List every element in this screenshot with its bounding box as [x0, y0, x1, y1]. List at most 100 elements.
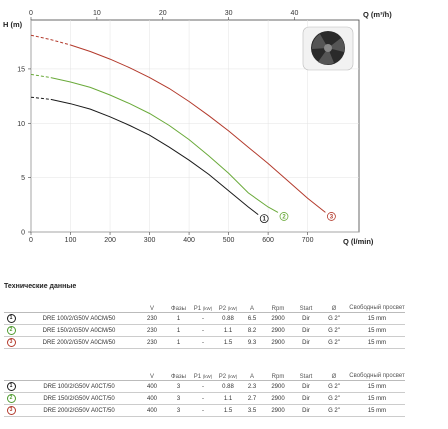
specs-title: Технические данные: [4, 283, 77, 290]
model-name: DRE 200/2/G50V A0CM/50: [18, 336, 138, 349]
p2-value: 0.88: [215, 312, 241, 325]
start-type: Dir: [293, 312, 319, 325]
curve-1-end-badge: [259, 214, 269, 224]
specs-table-three-phase: V Фазы P1 (kW) P2 (kW) A Rpm Start Ø Сво…: [4, 364, 405, 417]
curve-number-badge: 3: [6, 406, 16, 415]
voltage: 400: [138, 392, 166, 405]
voltage: 230: [138, 312, 166, 325]
curve-number-badge: 1: [6, 314, 16, 323]
curve-3-end-label: 3: [330, 214, 334, 220]
header-p1: P1 (kW): [191, 296, 215, 313]
x-bottom-tick-label: 100: [65, 237, 77, 244]
p2-value: 1.5: [215, 336, 241, 349]
p1-value: -: [191, 380, 215, 393]
free-passage: 15 mm: [349, 324, 405, 337]
header-a: A: [241, 296, 263, 313]
connection-diameter: G 2": [319, 324, 349, 337]
p1-value: -: [191, 392, 215, 405]
model-name: DRE 150/2/G50V A0CT/50: [18, 392, 138, 405]
free-passage: 15 mm: [349, 312, 405, 325]
x-top-tick-label: 0: [29, 10, 33, 17]
header-diameter: Ø: [319, 364, 349, 381]
x-top-axis-title: Q (m³/h): [363, 10, 392, 19]
rpm: 2900: [263, 324, 293, 337]
phases: 1: [166, 324, 191, 337]
x-top-tick-label: 30: [225, 10, 233, 17]
start-type: Dir: [293, 380, 319, 393]
header-start: Start: [293, 296, 319, 313]
p1-value: -: [191, 404, 215, 417]
impeller-icon: [302, 26, 354, 71]
header-free-passage: Свободный просвет: [349, 296, 405, 313]
current: 8.2: [241, 324, 263, 337]
free-passage: 15 mm: [349, 380, 405, 393]
row-index-badge: 3: [4, 336, 18, 349]
voltage: 230: [138, 336, 166, 349]
model-name: DRE 100/2/G50V A0CT/50: [18, 380, 138, 393]
y-tick-label: 15: [17, 66, 25, 73]
header-v: V: [138, 296, 166, 313]
curve-1-end-label: 1: [263, 217, 267, 223]
x-top-axis: 0 10 20 30 40: [29, 10, 298, 20]
curve-number-badge: 1: [6, 382, 16, 391]
x-bottom-tick-label: 500: [223, 237, 235, 244]
x-top-tick-label: 20: [159, 10, 167, 17]
x-bottom-tick-label: 400: [183, 237, 195, 244]
p2-value: 1.1: [215, 392, 241, 405]
table-row: 1 DRE 100/2/G50V A0CT/50 400 3-0.88 2.3 2900 D…: [4, 380, 405, 393]
start-type: Dir: [293, 392, 319, 405]
free-passage: 15 mm: [349, 404, 405, 417]
phases: 1: [166, 336, 191, 349]
header-rpm: Rpm: [263, 296, 293, 313]
pump-curve-chart: 0 10 20 30 40 0 100 200 300 400 500 600 700 051015 …: [3, 10, 392, 246]
current: 2.7: [241, 392, 263, 405]
curve-number-badge: 3: [6, 338, 16, 347]
start-type: Dir: [293, 404, 319, 417]
current: 6.5: [241, 312, 263, 325]
header-start: Start: [293, 364, 319, 381]
curve-3-line: [70, 44, 326, 213]
curve-3-end-badge: [327, 212, 336, 221]
x-bottom-tick-label: 700: [302, 237, 314, 244]
table-row: 2 DRE 150/2/G50V A0CM/50 230 1-1.1 8.2 2900 Di…: [4, 324, 405, 337]
table-row: 2 DRE 150/2/G50V A0CT/50 400 3-1.1 2.7 2900 Di…: [4, 392, 405, 405]
rpm: 2900: [263, 336, 293, 349]
x-bottom-tick-label: 0: [29, 237, 33, 244]
p1-value: -: [191, 312, 215, 325]
curve-1-line: [50, 98, 259, 215]
row-index-badge: 1: [4, 380, 18, 393]
header-rpm: Rpm: [263, 364, 293, 381]
p1-value: -: [191, 336, 215, 349]
header-p1: P1 (kW): [191, 364, 215, 381]
header-p2: P2 (kW): [215, 296, 241, 313]
p1-value: -: [191, 324, 215, 337]
rpm: 2900: [263, 392, 293, 405]
curves: 1 2 3: [30, 34, 336, 224]
header-a: A: [241, 364, 263, 381]
row-index-badge: 3: [4, 404, 18, 417]
voltage: 400: [138, 380, 166, 393]
x-top-tick-label: 40: [291, 10, 299, 17]
connection-diameter: G 2": [319, 312, 349, 325]
x-top-tick-label: 10: [93, 10, 101, 17]
connection-diameter: G 2": [319, 336, 349, 349]
table-row: 1 DRE 100/2/G50V A0CM/50 230 1-0.88 6.5 2900 D…: [4, 312, 405, 325]
header-free-passage: Свободный просвет: [349, 364, 405, 381]
header-v: V: [138, 364, 166, 381]
curve-1-dashed: [30, 96, 51, 100]
current: 9.3: [241, 336, 263, 349]
curve-2-line: [50, 77, 279, 213]
model-name: DRE 100/2/G50V A0CM/50: [18, 312, 138, 325]
x-bottom-tick-label: 600: [262, 237, 274, 244]
current: 3.5: [241, 404, 263, 417]
curve-2-end-badge: [279, 212, 289, 221]
curve-number-badge: 2: [6, 326, 16, 335]
specs-table-single-phase: V Фазы P1 (kW) P2 (kW) A Rpm Start Ø Сво…: [4, 296, 405, 349]
y-tick-label: 10: [17, 121, 25, 128]
start-type: Dir: [293, 324, 319, 337]
rpm: 2900: [263, 380, 293, 393]
table-header: V Фазы P1 (kW) P2 (kW) A Rpm Start Ø Сво…: [4, 296, 405, 313]
start-type: Dir: [293, 336, 319, 349]
model-name: DRE 150/2/G50V A0CM/50: [18, 324, 138, 337]
p2-value: 1.5: [215, 404, 241, 417]
